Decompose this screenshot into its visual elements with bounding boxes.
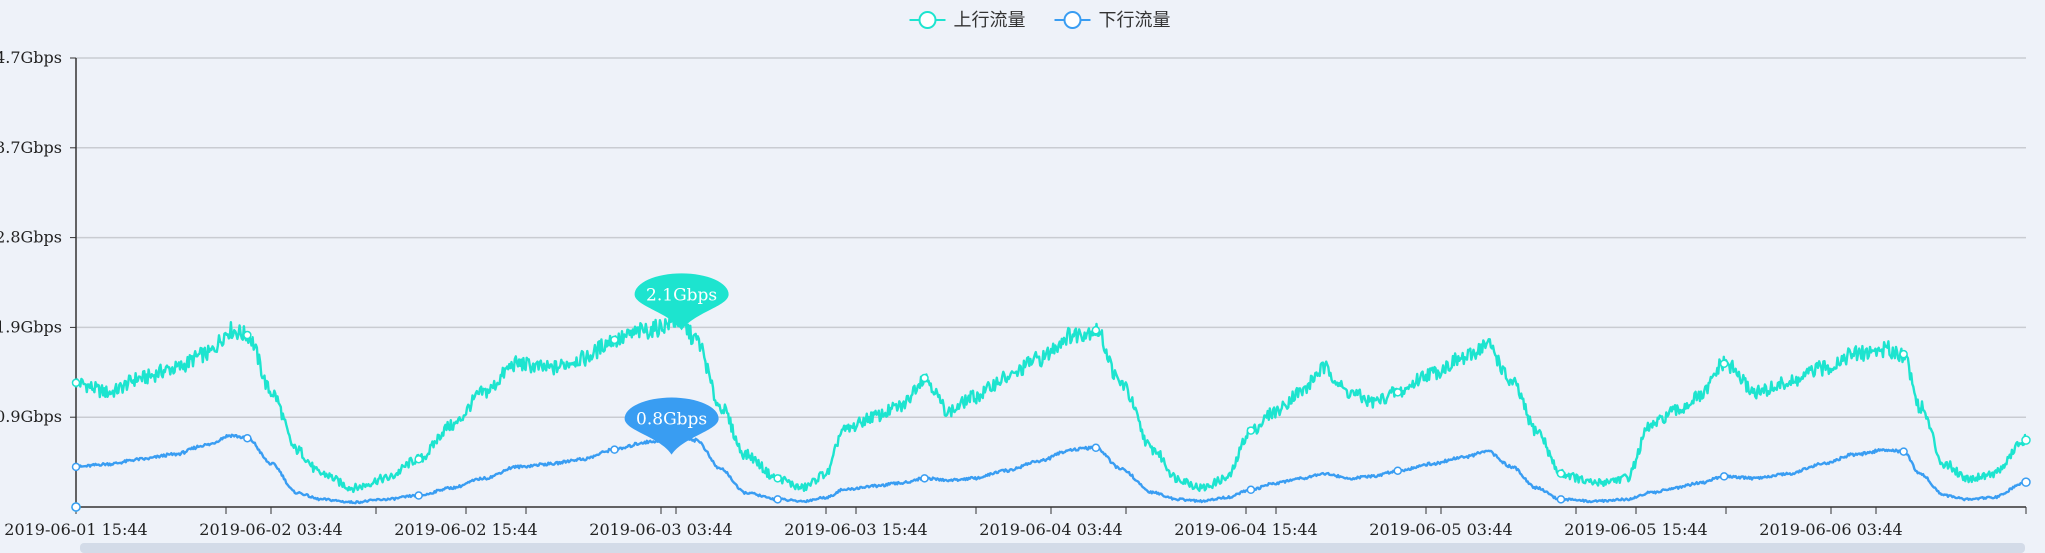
series-point xyxy=(414,491,423,500)
series-point xyxy=(773,474,782,483)
series-point xyxy=(920,373,929,383)
series-line xyxy=(75,432,2027,505)
x-tick-label: 2019-06-02 15:44 xyxy=(394,520,537,539)
series-layer xyxy=(71,311,2031,512)
x-tick-label: 2019-06-06 03:44 xyxy=(1759,520,1902,539)
series-point xyxy=(71,378,81,388)
series-point xyxy=(610,335,619,345)
series-point xyxy=(1393,388,1403,397)
max-value-marker xyxy=(624,397,719,455)
series-point xyxy=(1556,469,1566,478)
series-point xyxy=(773,495,782,504)
series-point xyxy=(2021,435,2031,445)
x-tick-label: 2019-06-05 15:44 xyxy=(1564,520,1707,539)
legend-circle-icon xyxy=(1063,11,1082,29)
x-tick-label: 2019-06-05 03:44 xyxy=(1369,520,1512,539)
grid-layer xyxy=(76,57,2026,418)
legend[interactable]: 上行流量 下行流量 xyxy=(909,10,1171,31)
y-tick-label: 0.9Gbps xyxy=(0,407,62,426)
series-point xyxy=(1091,326,1101,335)
max-value-label: 0.8Gbps xyxy=(636,410,707,430)
series-point xyxy=(1393,466,1403,475)
series-line xyxy=(74,311,2027,494)
series-point xyxy=(1719,359,1729,368)
x-tick-label: 2019-06-03 15:44 xyxy=(784,520,927,539)
y-tick-label: 1.9Gbps xyxy=(0,317,62,336)
legend-item[interactable]: 下行流量 xyxy=(1054,10,1171,31)
legend-item[interactable]: 上行流量 xyxy=(909,10,1026,31)
series-point xyxy=(243,330,252,340)
x-tick-label: 2019-06-03 03:44 xyxy=(589,520,732,539)
series-point xyxy=(1719,472,1729,481)
series-point xyxy=(1246,485,1256,495)
y-tick-label: 4.7Gbps xyxy=(0,48,62,67)
legend-label: 上行流量 xyxy=(954,10,1026,31)
legend-circle-icon xyxy=(918,11,937,29)
series-point xyxy=(610,445,619,454)
x-tick-label: 2019-06-02 03:44 xyxy=(199,520,342,539)
series-point xyxy=(71,502,81,512)
max-value-label: 2.1Gbps xyxy=(646,285,717,305)
series-point xyxy=(2021,477,2031,487)
series-point xyxy=(414,454,423,464)
series-point xyxy=(243,433,252,443)
y-tick-label: 3.7Gbps xyxy=(0,138,62,157)
x-tick-label: 2019-06-01 15:44 xyxy=(4,520,147,539)
x-tick-label: 2019-06-04 15:44 xyxy=(1174,520,1317,539)
datazoom-slider[interactable] xyxy=(80,543,2025,553)
max-value-marker xyxy=(634,273,729,331)
series-point xyxy=(920,474,929,483)
legend-label: 下行流量 xyxy=(1099,10,1171,31)
y-tick-label: 2.8Gbps xyxy=(0,228,62,247)
series-point xyxy=(1899,447,1908,456)
x-tick-label: 2019-06-04 03:44 xyxy=(979,520,1122,539)
series-point xyxy=(1556,495,1566,504)
series-point xyxy=(1091,443,1101,453)
series-point xyxy=(71,462,81,472)
axis-layer: 4.7Gbps 3.7Gbps 2.8Gbps 1.9Gbps 0.9Gbps 2019-… xyxy=(0,48,2027,539)
series-point xyxy=(1899,349,1908,359)
series-point xyxy=(1246,426,1256,435)
marker-layer: 2.1Gbps 0.8Gbps xyxy=(624,273,729,455)
